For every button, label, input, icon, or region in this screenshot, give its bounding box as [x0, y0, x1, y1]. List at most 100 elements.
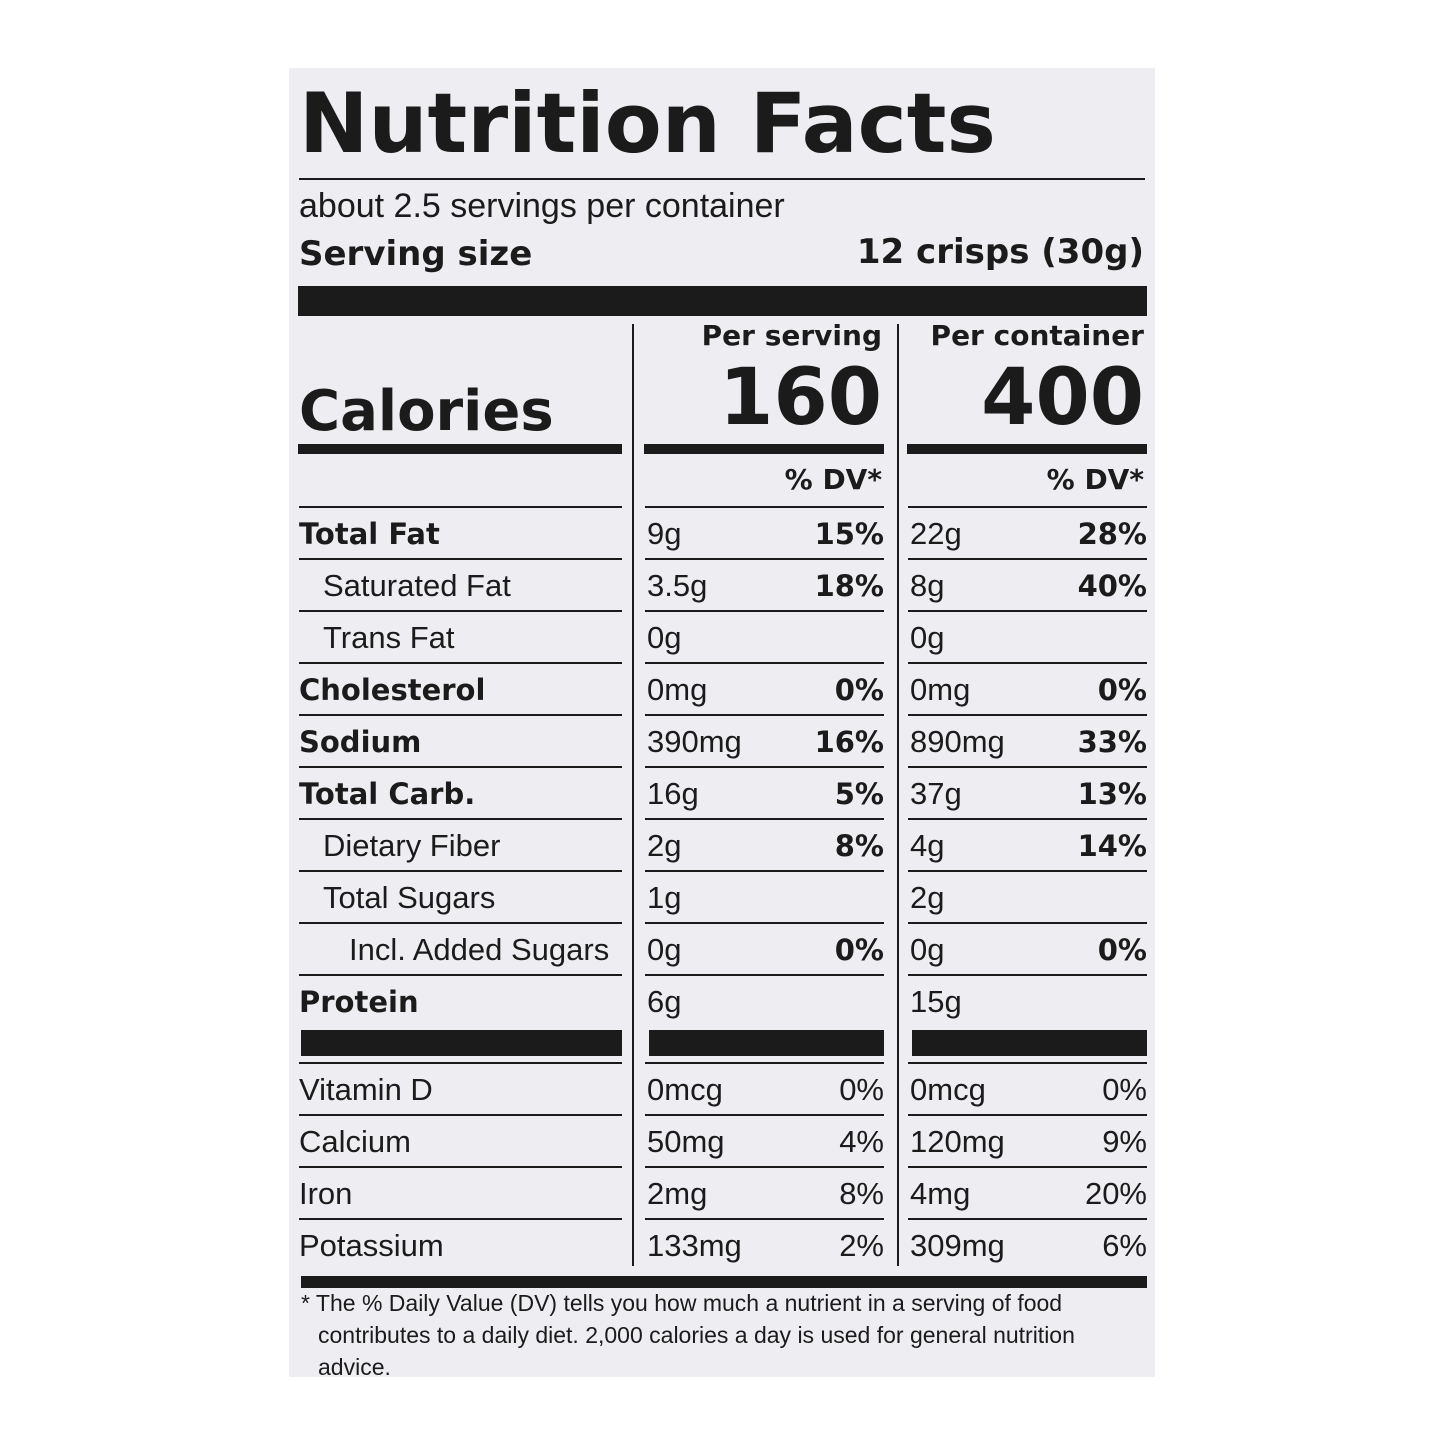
container-dv: 6% [1102, 1228, 1147, 1263]
nutrient-name: Protein [299, 985, 419, 1019]
container-dv: 0% [1097, 673, 1147, 707]
serving-amount: 0g [647, 620, 682, 655]
row-rule [645, 558, 884, 560]
row-rule [645, 974, 884, 976]
nutrient-name: Dietary Fiber [323, 828, 501, 863]
nutrient-name: Sodium [299, 725, 422, 759]
container-amount: 309mg [910, 1228, 1005, 1263]
serving-amount: 2mg [647, 1176, 708, 1211]
serving-dv: 8% [834, 829, 884, 863]
nutrient-name: Total Fat [299, 517, 440, 551]
serving-amount: 0g [647, 932, 682, 967]
serving-dv: 0% [834, 673, 884, 707]
row-rule [908, 870, 1147, 872]
nutrient-name: Trans Fat [323, 620, 455, 655]
serving-amount: 133mg [647, 1228, 742, 1263]
dv-header-container: % DV* [1046, 463, 1144, 496]
nutrient-name: Total Sugars [323, 880, 496, 915]
row-rule [908, 662, 1147, 664]
row-rule [299, 558, 622, 560]
row-rule [299, 1166, 622, 1168]
serving-amount: 0mcg [647, 1072, 723, 1107]
container-dv: 0% [1097, 933, 1147, 967]
row-rule [299, 974, 622, 976]
row-rule [908, 766, 1147, 768]
serving-amount: 2g [647, 828, 682, 863]
row-rule [908, 1166, 1147, 1168]
nutrient-name: Incl. Added Sugars [349, 932, 610, 967]
row-rule [645, 1218, 884, 1220]
thick-rule-vitamins [649, 1030, 884, 1056]
row-rule [645, 922, 884, 924]
row-rule [645, 1062, 884, 1064]
row-rule [299, 610, 622, 612]
container-amount: 22g [910, 516, 962, 551]
container-amount: 4mg [910, 1176, 971, 1211]
container-amount: 0mcg [910, 1072, 986, 1107]
serving-dv: 15% [814, 517, 884, 551]
container-amount: 37g [910, 776, 962, 811]
row-rule [299, 870, 622, 872]
footnote-line-1: * The % Daily Value (DV) tells you how m… [301, 1290, 1063, 1316]
serving-amount: 0mg [647, 672, 708, 707]
row-rule [908, 506, 1147, 508]
row-rule [645, 506, 884, 508]
container-amount: 890mg [910, 724, 1005, 759]
container-amount: 2g [910, 880, 945, 915]
row-rule [645, 870, 884, 872]
nutrient-name: Total Carb. [299, 777, 476, 811]
container-dv: 28% [1077, 517, 1147, 551]
row-rule [299, 662, 622, 664]
nutrition-facts-label: Nutrition Facts about 2.5 servings per c… [289, 68, 1155, 1380]
nutrient-name: Iron [299, 1176, 353, 1211]
row-rule [299, 714, 622, 716]
serving-size-label: Serving size [299, 234, 533, 274]
row-rule [908, 1114, 1147, 1116]
container-amount: 0g [910, 620, 945, 655]
footnote-line-2: contributes to a daily diet. 2,000 calor… [318, 1322, 1075, 1348]
servings-per-container: about 2.5 servings per container [299, 187, 785, 225]
row-rule [299, 1062, 622, 1064]
row-rule [908, 714, 1147, 716]
row-rule [299, 506, 622, 508]
container-amount: 0g [910, 932, 945, 967]
serving-amount: 50mg [647, 1124, 725, 1159]
row-rule [645, 662, 884, 664]
nutrient-name: Cholesterol [299, 673, 486, 707]
container-dv: 40% [1077, 569, 1147, 603]
row-rule [908, 922, 1147, 924]
container-dv: 13% [1077, 777, 1147, 811]
row-rule [645, 1166, 884, 1168]
row-rule [299, 766, 622, 768]
dv-footnote: * The % Daily Value (DV) tells you how m… [301, 1287, 1141, 1383]
nutrient-name: Saturated Fat [323, 568, 511, 603]
column-divider-1 [632, 324, 634, 1266]
row-rule [908, 818, 1147, 820]
container-amount: 120mg [910, 1124, 1005, 1159]
serving-dv: 8% [839, 1176, 884, 1211]
per-serving-header: Per serving [701, 319, 882, 352]
thick-rule-vitamins [301, 1030, 622, 1056]
thick-rule-vitamins [912, 1030, 1147, 1056]
thick-rule-top [298, 286, 1147, 316]
row-rule [645, 766, 884, 768]
row-rule [645, 714, 884, 716]
serving-size-value: 12 crisps (30g) [856, 232, 1144, 272]
calories-per-container: 400 [981, 353, 1144, 443]
calories-rule-serving [644, 444, 884, 454]
serving-dv: 16% [814, 725, 884, 759]
row-rule [908, 1062, 1147, 1064]
container-dv: 33% [1077, 725, 1147, 759]
calories-label: Calories [299, 379, 554, 444]
footnote-line-3: advice. [318, 1354, 391, 1380]
container-dv: 14% [1077, 829, 1147, 863]
title-rule [299, 178, 1145, 180]
serving-dv: 0% [839, 1072, 884, 1107]
container-amount: 15g [910, 984, 962, 1019]
container-dv: 20% [1084, 1176, 1147, 1211]
row-rule [299, 1218, 622, 1220]
row-rule [645, 1114, 884, 1116]
serving-amount: 9g [647, 516, 682, 551]
row-rule [645, 818, 884, 820]
container-amount: 4g [910, 828, 945, 863]
